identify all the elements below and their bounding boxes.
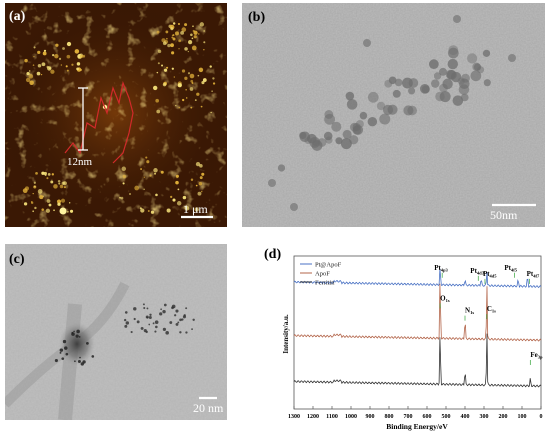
plot-frame	[293, 255, 542, 410]
x-tick-label: 400	[461, 414, 470, 420]
scale-label: 1 μm	[183, 202, 208, 216]
x-tick-label: 700	[404, 414, 413, 420]
x-tick-label: 200	[499, 414, 508, 420]
x-tick-label: 100	[518, 414, 527, 420]
series-line-pt-apof	[293, 268, 542, 289]
afm-particles	[22, 22, 216, 215]
x-tick-label: 1100	[326, 414, 338, 420]
protein-aggregate	[59, 322, 95, 366]
peak-label: Fe3p	[530, 351, 543, 360]
x-tick-label: 600	[423, 414, 432, 420]
xps-chart: (d) 1300 1200 1100 1000 900 800 700 600 500 400 30…	[264, 247, 543, 431]
x-tick-label: 1000	[345, 414, 357, 420]
tem-image-c: 20 nm (c)	[5, 244, 227, 420]
peak-label: Pt4f5	[504, 264, 517, 273]
y-axis-label: Intensity/a.u.	[282, 314, 290, 354]
peak-label: Pt4p3	[434, 264, 448, 273]
x-tick-label: 300	[480, 414, 489, 420]
panel-label-c: (c)	[9, 252, 25, 267]
x-axis: 1300 1200 1100 1000 900 800 700 600 500 400 300 200…	[288, 406, 543, 420]
afm-image: 12nm 1 μm (a)	[5, 3, 227, 227]
panel-label-b: (b)	[248, 10, 265, 25]
series-line-apof	[293, 283, 542, 342]
panel-label-a: (a)	[9, 9, 26, 24]
peak-label: Pt4d3	[470, 267, 484, 276]
peak-annotations: Pt4p3 Pt4d3 Pt4d5 Pt4f5 Pt4f7 O1s N1s C1s Fe3p	[434, 264, 543, 365]
series-lines	[293, 268, 542, 388]
tem-image-panel-c: 20 nm (c)	[5, 244, 227, 420]
x-tick-label: 0	[540, 414, 543, 420]
x-tick-label: 1200	[307, 414, 319, 420]
peak-label: Pt4f7	[527, 270, 540, 279]
scale-label: 20 nm	[193, 401, 224, 415]
xps-chart-panel: (d) 1300 1200 1100 1000 900 800 700 600 500 400 30…	[242, 244, 545, 434]
peak-label: O1s	[440, 294, 450, 303]
afm-image-panel: 12nm 1 μm (a)	[5, 3, 227, 227]
legend: Pt@ApoF ApoF Ferritin	[300, 262, 342, 287]
nanoparticles	[54, 303, 195, 366]
height-label: 12nm	[67, 156, 93, 168]
peak-label: Pt4d5	[483, 270, 497, 279]
legend-entry: Ferritin	[315, 280, 335, 287]
series-line-ferritin	[293, 333, 542, 388]
x-tick-label: 800	[385, 414, 394, 420]
panel-label-d: (d)	[264, 247, 281, 262]
x-axis-label: Binding Energy/eV	[386, 422, 448, 431]
x-tick-label: 500	[442, 414, 451, 420]
x-tick-label: 1300	[288, 414, 300, 420]
tem-image-b: 50nm (b)	[242, 3, 545, 227]
legend-entry: ApoF	[315, 271, 330, 278]
x-tick-label: 900	[366, 414, 375, 420]
scale-label: 50nm	[490, 208, 518, 222]
legend-entry: Pt@ApoF	[315, 262, 342, 269]
nanoparticles	[268, 15, 516, 211]
peak-label: N1s	[465, 307, 474, 316]
tem-image-panel-b: 50nm (b)	[242, 3, 545, 227]
height-profile-curve	[64, 80, 134, 164]
peak-label: C1s	[487, 305, 496, 314]
